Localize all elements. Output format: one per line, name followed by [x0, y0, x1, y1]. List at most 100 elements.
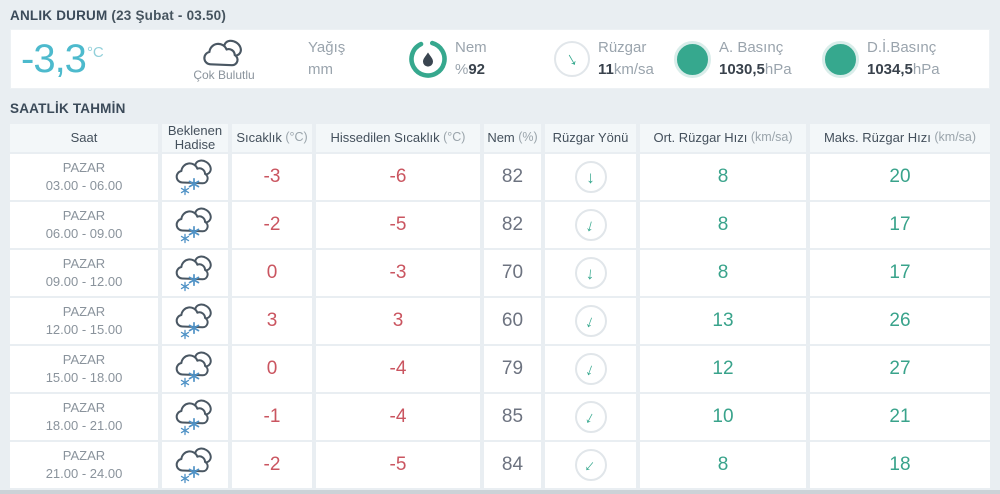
column-header-4: Nem (%)	[484, 124, 541, 152]
cell-max-wind-speed: 20	[810, 154, 990, 200]
cell-avg-wind-speed: 8	[640, 202, 806, 248]
precipitation-label: Yağış	[308, 39, 346, 57]
humidity-value: 92	[468, 61, 486, 78]
current-temperature-unit: °C	[86, 43, 104, 61]
row-time-range: 21.00 - 24.00	[45, 466, 123, 481]
cell-humidity: 85	[484, 394, 541, 440]
column-header-unit: (km/sa)	[930, 130, 977, 145]
wind-direction-arrow: ↓	[583, 214, 598, 236]
cell-humidity: 82	[484, 154, 541, 200]
cell-avg-wind-speed: 10	[640, 394, 806, 440]
table-row: PAZAR 12.00 - 15.00 3 3 60 ↓ 13 26	[10, 298, 990, 344]
wind-direction-icon: ↓	[574, 353, 607, 385]
wind-unit: km/sa	[613, 61, 654, 78]
row-time-range: 18.00 - 21.00	[45, 418, 123, 433]
humidity-unit: %	[455, 61, 469, 78]
cell-temperature: 0	[232, 250, 312, 296]
cell-avg-wind-speed: 8	[640, 250, 806, 296]
wind-value: 11	[598, 61, 614, 78]
cell-max-wind-speed: 17	[810, 250, 990, 296]
cell-temperature: 3	[232, 298, 312, 344]
current-section-title-text: ANLIK DURUM	[10, 8, 108, 23]
cell-humidity: 84	[484, 442, 541, 488]
sea-pressure-label: D.İ.Basınç	[867, 39, 937, 57]
wind-direction-arrow: ↓	[581, 454, 600, 476]
wind-metric: ↓ Rüzgar 11km/sa	[554, 37, 662, 81]
cell-time: PAZAR 12.00 - 15.00	[10, 298, 158, 344]
column-header-0: Saat	[10, 124, 158, 152]
column-header-unit: (°C)	[439, 130, 466, 145]
cell-time: PAZAR 03.00 - 06.00	[10, 154, 158, 200]
wind-direction-icon: ↓	[574, 449, 607, 481]
column-header-1: Beklenen Hadise	[162, 122, 228, 152]
cell-time: PAZAR 15.00 - 18.00	[10, 346, 158, 392]
cell-max-wind-speed: 26	[810, 298, 990, 344]
cell-wind-direction: ↓	[545, 154, 636, 200]
wind-direction-arrow: ↓	[586, 167, 595, 187]
precipitation-metric: Yağış mm	[308, 37, 408, 81]
cell-humidity: 60	[484, 298, 541, 344]
column-header-label: Ort. Rüzgar Hızı	[653, 129, 748, 145]
current-temperature-value: -3,3	[21, 36, 87, 81]
wind-direction-icon: ↓	[574, 305, 607, 337]
snow-cloud-icon	[175, 255, 212, 292]
column-header-label: Sıcaklık	[236, 129, 282, 145]
cell-avg-wind-speed: 8	[640, 442, 806, 488]
row-day: PAZAR	[62, 256, 106, 272]
wind-direction-icon: ↓	[574, 209, 607, 241]
cell-wind-direction: ↓	[545, 346, 636, 392]
cell-temperature: -3	[232, 154, 312, 200]
bottom-bar	[0, 490, 1000, 494]
sea-pressure-metric: D.İ.Basınç 1034,5hPa	[822, 37, 958, 81]
cell-expected-condition	[162, 250, 228, 296]
cell-feels-like: -6	[316, 154, 480, 200]
row-day: PAZAR	[62, 352, 106, 368]
table-row: PAZAR 09.00 - 12.00 0 -3 70 ↓ 8 17	[10, 250, 990, 296]
row-time-range: 03.00 - 06.00	[45, 178, 123, 193]
table-row: PAZAR 06.00 - 09.00 -2 -5 82 ↓ 8 17	[10, 202, 990, 248]
wind-direction-icon: ↓	[554, 41, 590, 77]
table-row: PAZAR 03.00 - 06.00 -3 -6 82 ↓ 8 20	[10, 154, 990, 200]
column-header-3: Hissedilen Sıcaklık (°C)	[316, 124, 480, 152]
pressure-metric: A. Basınç 1030,5hPa	[674, 37, 810, 81]
cell-feels-like: 3	[316, 298, 480, 344]
hourly-section-title: SAATLİK TAHMİN	[10, 101, 126, 116]
cell-time: PAZAR 21.00 - 24.00	[10, 442, 158, 488]
cell-wind-direction: ↓	[545, 394, 636, 440]
wind-direction-arrow: ↓	[585, 263, 596, 283]
cell-temperature: -2	[232, 442, 312, 488]
column-header-unit: (%)	[514, 130, 538, 145]
cell-avg-wind-speed: 8	[640, 154, 806, 200]
cell-max-wind-speed: 17	[810, 202, 990, 248]
cell-temperature: 0	[232, 346, 312, 392]
row-time-range: 09.00 - 12.00	[45, 274, 123, 289]
humidity-metric: Nem %92	[408, 37, 512, 81]
sea-pressure-unit: hPa	[912, 61, 940, 78]
row-day: PAZAR	[62, 208, 106, 224]
humidity-gauge-icon	[409, 40, 447, 78]
current-wind-arrow: ↓	[562, 47, 582, 71]
cell-time: PAZAR 06.00 - 09.00	[10, 202, 158, 248]
cell-expected-condition	[162, 298, 228, 344]
cell-max-wind-speed: 18	[810, 442, 990, 488]
cell-max-wind-speed: 27	[810, 346, 990, 392]
sea-pressure-dot-icon	[822, 40, 859, 78]
row-time-range: 06.00 - 09.00	[45, 226, 123, 241]
table-row: PAZAR 18.00 - 21.00 -1 -4 85 ↓ 10 21	[10, 394, 990, 440]
column-header-5: Rüzgar Yönü	[545, 124, 636, 152]
column-header-label: Hissedilen Sıcaklık	[330, 129, 440, 145]
column-header-label: Beklenen Hadise	[167, 122, 223, 152]
cell-avg-wind-speed: 12	[640, 346, 806, 392]
column-header-label: Maks. Rüzgar Hızı	[823, 129, 931, 145]
column-header-7: Maks. Rüzgar Hızı (km/sa)	[810, 124, 990, 152]
pressure-unit: hPa	[764, 61, 792, 78]
pressure-label: A. Basınç	[719, 39, 784, 57]
cell-time: PAZAR 09.00 - 12.00	[10, 250, 158, 296]
cell-feels-like: -3	[316, 250, 480, 296]
row-day: PAZAR	[62, 400, 106, 416]
current-condition: Çok Bulutlu	[168, 37, 280, 82]
cell-wind-direction: ↓	[545, 250, 636, 296]
cell-temperature: -2	[232, 202, 312, 248]
cell-humidity: 79	[484, 346, 541, 392]
row-time-range: 15.00 - 18.00	[45, 370, 123, 385]
